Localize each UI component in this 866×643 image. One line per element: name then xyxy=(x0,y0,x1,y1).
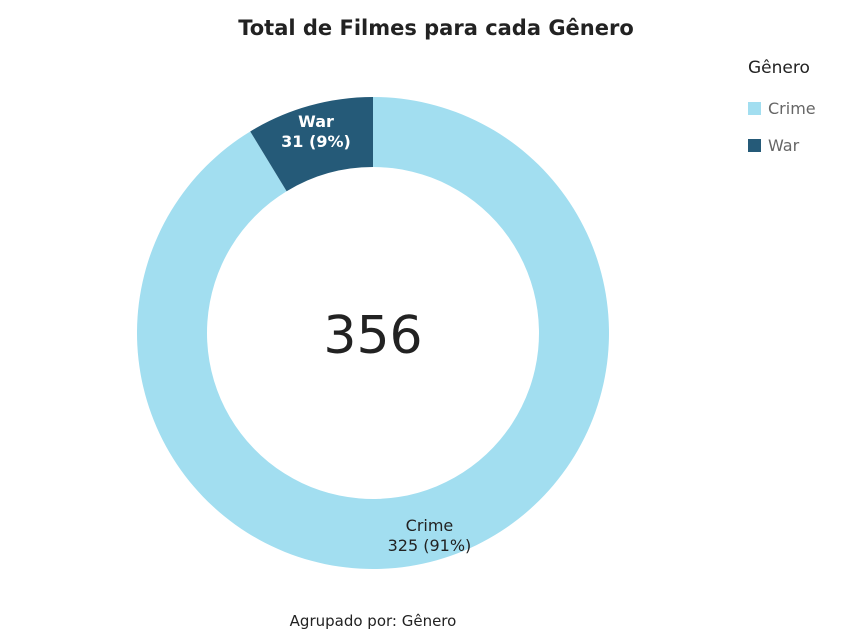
legend-label-crime: Crime xyxy=(768,98,816,118)
legend-label-war: War xyxy=(768,135,800,155)
center-total: 356 xyxy=(323,306,422,366)
slice-war[interactable] xyxy=(250,97,373,192)
legend-item-crime[interactable]: Crime xyxy=(748,98,816,118)
group-by-footer: Agrupado por: Gênero xyxy=(289,612,457,630)
chart-title: Total de Filmes para cada Gênero xyxy=(238,16,634,40)
slice-crime[interactable] xyxy=(136,97,609,569)
slice-label-crime: Crime 325 (91%) xyxy=(388,516,472,555)
slice-label-war: War 31 (9%) xyxy=(281,112,351,151)
legend-item-war[interactable]: War xyxy=(748,135,816,155)
legend-title: Gênero xyxy=(748,58,810,78)
legend: Gênero Crime War xyxy=(748,58,816,172)
legend-swatch-war xyxy=(748,138,761,152)
legend-swatch-crime xyxy=(748,101,761,115)
